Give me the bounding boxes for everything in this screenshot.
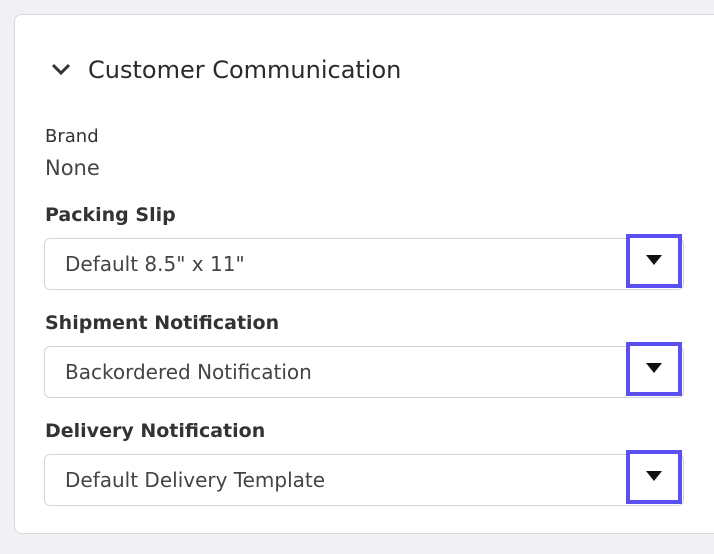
select-value: Default 8.5" x 11" xyxy=(65,252,245,276)
select-value: Default Delivery Template xyxy=(65,468,326,492)
panel-title: Customer Communication xyxy=(88,56,402,84)
field-label: Packing Slip xyxy=(45,204,176,226)
brand-label: Brand xyxy=(45,126,99,147)
select-box[interactable]: Backordered Notification xyxy=(44,346,684,398)
dropdown-arrow xyxy=(646,471,662,481)
dropdown-button[interactable] xyxy=(626,234,682,288)
select-box[interactable]: Default 8.5" x 11" xyxy=(44,238,684,290)
dropdown-button[interactable] xyxy=(626,450,682,504)
collapse-icon[interactable] xyxy=(50,62,72,78)
brand-value: None xyxy=(45,156,100,180)
field-label: Shipment Notification xyxy=(45,312,280,334)
field-label: Delivery Notification xyxy=(45,420,266,442)
select-value: Backordered Notification xyxy=(65,360,312,384)
dropdown-button[interactable] xyxy=(626,342,682,396)
select-box[interactable]: Default Delivery Template xyxy=(44,454,684,506)
dropdown-arrow xyxy=(646,255,662,265)
dropdown-arrow xyxy=(646,363,662,373)
